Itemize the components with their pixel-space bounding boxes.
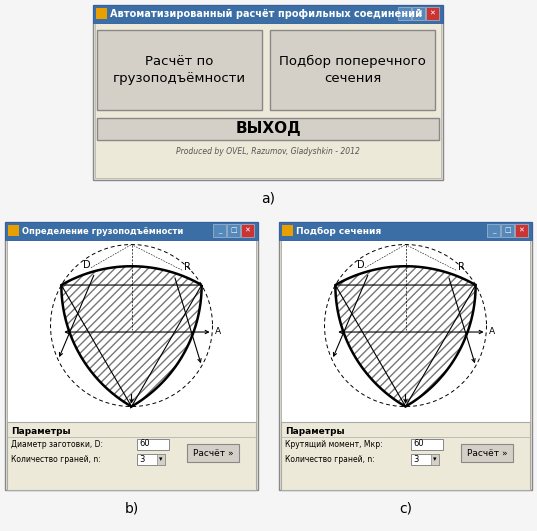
Text: ▾: ▾ (159, 456, 162, 462)
Text: b): b) (125, 502, 139, 516)
Bar (7, 240, 256, 422)
Polygon shape (335, 266, 476, 407)
Text: A: A (214, 327, 221, 336)
Text: Подбор поперечного
сечения: Подбор поперечного сечения (279, 55, 426, 85)
Bar (461, 444, 513, 462)
Text: ✕: ✕ (244, 227, 250, 234)
Bar (93, 5, 443, 23)
Text: ✕: ✕ (519, 227, 525, 234)
Bar (227, 224, 240, 237)
Bar (398, 7, 411, 20)
Text: _: _ (403, 11, 407, 16)
Bar (515, 224, 528, 237)
Polygon shape (61, 266, 202, 407)
Text: c): c) (399, 502, 412, 516)
Bar (241, 224, 254, 237)
Text: Крутящий момент, Мкр:: Крутящий момент, Мкр: (285, 440, 383, 449)
Bar (7, 422, 256, 490)
Bar (7, 240, 256, 422)
Text: Диаметр заготовки, D:: Диаметр заготовки, D: (11, 440, 103, 449)
Bar (97, 30, 262, 110)
Bar (282, 225, 293, 236)
Bar (501, 224, 514, 237)
Text: 3: 3 (413, 455, 419, 464)
Bar (5, 222, 258, 240)
Bar (93, 5, 443, 180)
Bar (412, 7, 425, 20)
Text: Produced by OVEL, Razumov, Gladyshkin - 2012: Produced by OVEL, Razumov, Gladyshkin - … (176, 147, 360, 156)
Bar (270, 30, 435, 110)
Bar (279, 222, 532, 490)
Text: Определение грузоподъёмности: Определение грузоподъёмности (22, 227, 183, 236)
Text: □: □ (504, 227, 511, 234)
Text: a): a) (261, 192, 275, 206)
Text: R: R (184, 262, 191, 272)
Text: A: A (489, 327, 495, 336)
Bar (487, 224, 500, 237)
Text: Параметры: Параметры (11, 427, 71, 436)
Bar (187, 444, 239, 462)
Text: 60: 60 (413, 440, 424, 449)
Text: _: _ (217, 227, 221, 234)
Text: Подбор сечения: Подбор сечения (296, 226, 381, 236)
Polygon shape (335, 266, 476, 407)
Text: Параметры: Параметры (285, 427, 345, 436)
Bar (5, 222, 258, 490)
Text: Количество граней, n:: Количество граней, n: (11, 455, 101, 464)
Bar (97, 118, 439, 140)
Bar (431, 454, 439, 465)
Text: Расчёт по
грузоподъёмности: Расчёт по грузоподъёмности (113, 55, 246, 85)
Text: □: □ (415, 11, 422, 16)
Text: Автоматизированный расчёт профильных соединений: Автоматизированный расчёт профильных сое… (110, 9, 422, 19)
Bar (426, 7, 439, 20)
Text: 3: 3 (140, 455, 145, 464)
Text: 60: 60 (140, 440, 150, 449)
Bar (281, 240, 530, 422)
Text: ✕: ✕ (430, 11, 436, 16)
Bar (281, 422, 530, 490)
Text: _: _ (492, 227, 495, 234)
Bar (411, 439, 442, 450)
Text: Количество граней, n:: Количество граней, n: (285, 455, 375, 464)
Bar (8, 225, 19, 236)
Text: D: D (83, 260, 91, 270)
Bar (279, 222, 532, 240)
Text: Расчёт »: Расчёт » (467, 449, 507, 458)
Text: □: □ (230, 227, 237, 234)
Polygon shape (61, 266, 202, 407)
Bar (281, 240, 530, 422)
Bar (95, 23, 441, 178)
Bar (96, 8, 107, 19)
Bar (136, 454, 164, 465)
Text: D: D (357, 260, 365, 270)
Bar (157, 454, 164, 465)
Text: ▾: ▾ (433, 456, 436, 462)
Text: ВЫХОД: ВЫХОД (235, 122, 301, 136)
Bar (136, 439, 169, 450)
Text: Расчёт »: Расчёт » (193, 449, 234, 458)
Text: R: R (458, 262, 465, 272)
Bar (411, 454, 439, 465)
Bar (213, 224, 226, 237)
